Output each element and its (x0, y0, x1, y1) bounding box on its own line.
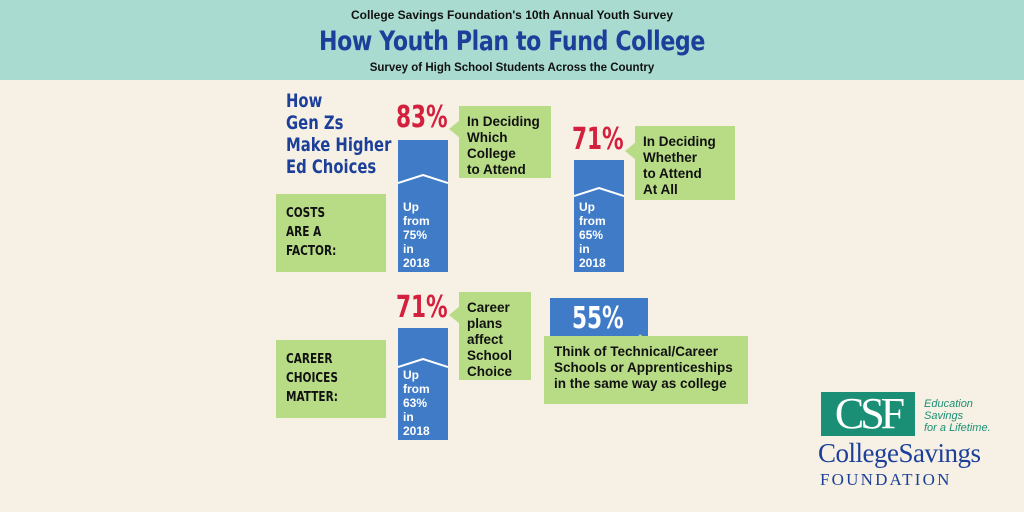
label-line: MATTER: (286, 389, 338, 405)
callout-line: In Deciding (643, 134, 716, 149)
page-subtitle: Survey of High School Students Across th… (369, 62, 655, 74)
page-title: How Youth Plan to Fund College (319, 26, 705, 57)
survey-eyebrow: College Savings Foundation's 10th Annual… (350, 8, 673, 22)
costs-label: COSTS ARE A FACTOR: (286, 204, 356, 261)
label-line: COSTS (286, 205, 326, 221)
callout-line: Which (467, 130, 508, 145)
percent-55-box: 55% (550, 298, 648, 336)
career-label-box: CAREER CHOICES MATTER: (276, 340, 386, 418)
bar-note-line: 65% (579, 228, 604, 242)
costs-label-box: COSTS ARE A FACTOR: (276, 194, 386, 272)
callout-line: College (467, 146, 516, 161)
bar-note-line: 2018 (579, 256, 606, 270)
callout-line: Whether (643, 150, 697, 165)
callout-pointer (449, 306, 460, 324)
label-line: ARE A (286, 224, 322, 240)
chevron-up-icon (398, 174, 448, 184)
bar-note-line: in (403, 410, 414, 424)
bar-note-line: in (403, 242, 414, 256)
callout-line: Schools or Apprenticeships (554, 360, 733, 375)
callout-box: Career plans affect School Choice (459, 292, 531, 380)
label-line: CHOICES (286, 370, 338, 386)
career-label: CAREER CHOICES MATTER: (286, 350, 356, 407)
logo-tagline: Education Savings for a Lifetime. (924, 398, 991, 434)
label-line: CAREER (286, 351, 333, 367)
side-title-line: Gen Zs (286, 112, 344, 134)
percent-71-attend: 71% (572, 122, 624, 157)
side-title-line: How (286, 90, 323, 112)
bar-note-line: Up (579, 200, 595, 214)
bar-note-line: from (579, 214, 606, 228)
bar-stat-71-career: Up from 63% in 2018 (398, 328, 448, 440)
logo-mark: CSF (821, 392, 915, 436)
callout-line: to Attend (467, 162, 526, 177)
header-banner: College Savings Foundation's 10th Annual… (0, 0, 1024, 80)
logo-tagline-line: Savings (924, 410, 964, 422)
side-title: How Gen Zs Make Higher Ed Choices (286, 90, 395, 178)
callout-line: School (467, 348, 513, 363)
bar-note-line: Up (403, 368, 419, 382)
bar-note-line: Up (403, 200, 419, 214)
side-title-line: Ed Choices (286, 156, 377, 178)
bar-note-line: 2018 (403, 256, 430, 270)
callout-pointer (449, 120, 460, 138)
percent-55: 55% (572, 301, 624, 336)
bar-note-line: 75% (403, 228, 428, 242)
callout-box: In Deciding Which College to Attend (459, 106, 551, 178)
logo-sub: FOUNDATION (820, 470, 952, 489)
callout-line: to Attend (643, 166, 702, 181)
callout-line: affect (467, 332, 504, 347)
callout-box: Think of Technical/Career Schools or App… (544, 336, 748, 404)
bar-note: Up from 63% in 2018 (403, 368, 443, 438)
bar-note-line: 63% (403, 396, 428, 410)
callout-line: At All (643, 182, 678, 197)
logo-name: CollegeSavings (818, 438, 981, 468)
callout-line: In Deciding (467, 114, 540, 129)
percent-83: 83% (396, 100, 448, 135)
side-title-line: Make Higher (286, 134, 392, 156)
bar-note-line: 2018 (403, 424, 430, 438)
bar-note-line: from (403, 382, 430, 396)
chevron-up-icon (574, 187, 624, 197)
callout-line: Career (467, 300, 510, 315)
logo-tagline-line: for a Lifetime. (924, 422, 991, 434)
bar-note: Up from 75% in 2018 (403, 200, 443, 270)
bar-stat-83: Up from 75% in 2018 (398, 140, 448, 272)
callout-box: In Deciding Whether to Attend At All (635, 126, 735, 200)
callout-line: Think of Technical/Career (554, 344, 719, 359)
bar-stat-71-attend: Up from 65% in 2018 (574, 160, 624, 272)
callout-pointer (625, 142, 636, 160)
percent-71-career: 71% (396, 290, 448, 325)
logo-tagline-line: Education (924, 398, 973, 410)
callout-line: Choice (467, 364, 513, 379)
csf-logo: CSF Education Savings for a Lifetime. Co… (818, 392, 1008, 492)
callout-line: in the same way as college (554, 376, 727, 391)
chevron-up-icon (398, 358, 448, 368)
callout-line: plans (467, 316, 503, 331)
bar-note-line: in (579, 242, 590, 256)
bar-note-line: from (403, 214, 430, 228)
bar-note: Up from 65% in 2018 (579, 200, 619, 270)
label-line: FACTOR: (286, 243, 337, 259)
